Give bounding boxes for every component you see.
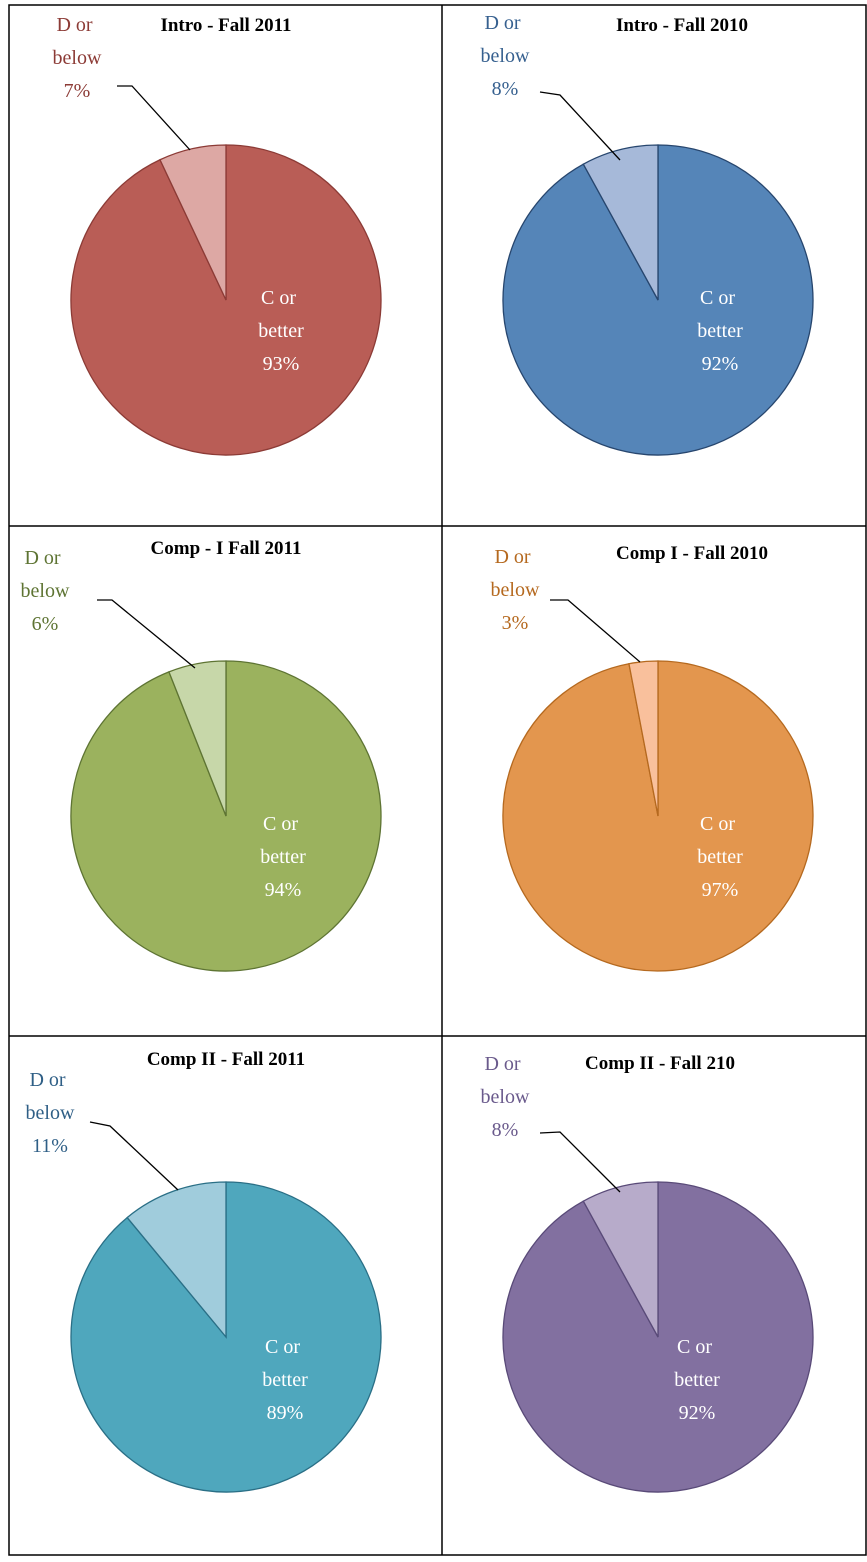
label-line: D or: [56, 14, 97, 36]
label-line: below: [53, 47, 102, 69]
label-line: C or: [700, 813, 740, 835]
slice-label-value: 97%: [702, 879, 739, 901]
slice-label-value: 8%: [492, 78, 519, 100]
pie: [70, 144, 382, 456]
label-line: below: [26, 1102, 75, 1124]
label-line: below: [491, 579, 540, 601]
pie: [502, 1181, 814, 1493]
pie-slice: [582, 144, 659, 301]
slice-label-category: D or below: [481, 12, 530, 67]
label-line: C or: [263, 813, 303, 835]
chart-title: Comp II - Fall 210: [585, 1053, 735, 1074]
slice-label-value: 89%: [267, 1402, 304, 1424]
leader-line: [89, 1121, 179, 1191]
leader-line: [97, 599, 196, 669]
slice-label-category: D or below: [21, 547, 70, 602]
slice-label-value: 94%: [265, 879, 302, 901]
leader-line: [117, 85, 191, 151]
pie-slice: [159, 144, 227, 301]
pie: [70, 660, 382, 972]
slice-label-category: D or below: [26, 1069, 75, 1124]
slice-label-category: C or better: [697, 287, 743, 342]
table-frame: [8, 4, 867, 1556]
chart-title: Comp II - Fall 2011: [147, 1049, 305, 1070]
label-line: D or: [484, 1053, 525, 1075]
label-line: C or: [677, 1336, 717, 1358]
slice-label-value: 3%: [502, 612, 529, 634]
pie: [502, 660, 814, 972]
label-line: below: [481, 1086, 530, 1108]
slice-label-category: C or better: [260, 813, 306, 868]
label-line: C or: [265, 1336, 305, 1358]
chart-title: Comp - I Fall 2011: [151, 538, 302, 559]
label-line: better: [262, 1369, 308, 1391]
slice-label-category: D or below: [481, 1053, 530, 1108]
label-line: better: [260, 846, 306, 868]
label-line: D or: [494, 546, 535, 568]
leader-line: [539, 1131, 621, 1193]
chart-title: Comp I - Fall 2010: [616, 543, 768, 564]
label-line: better: [697, 320, 743, 342]
slice-label-value: 7%: [64, 80, 91, 102]
slice-label-category: D or below: [491, 546, 540, 601]
slice-label-value: 8%: [492, 1119, 519, 1141]
slice-label-value: 11%: [32, 1135, 68, 1157]
slice-label-category: D or below: [53, 14, 102, 69]
label-line: D or: [484, 12, 525, 34]
pie-slice: [168, 660, 227, 817]
label-line: C or: [700, 287, 740, 309]
slice-label-value: 92%: [679, 1402, 716, 1424]
table-borders: [8, 4, 867, 1556]
label-line: better: [697, 846, 743, 868]
label-line: below: [481, 45, 530, 67]
pie-slice: [628, 660, 659, 817]
pie-slice: [126, 1181, 227, 1339]
slice-label-category: C or better: [697, 813, 743, 868]
pie: [70, 1181, 382, 1493]
leader-line: [550, 599, 641, 663]
pie-slice: [582, 1181, 659, 1338]
slice-label-category: C or better: [258, 287, 304, 342]
pie: [502, 144, 814, 456]
slice-label-value: 6%: [32, 613, 59, 635]
label-line: D or: [24, 547, 65, 569]
chart-title: Intro - Fall 2010: [616, 15, 748, 36]
label-line: better: [674, 1369, 720, 1391]
label-line: better: [258, 320, 304, 342]
chart-title: Intro - Fall 2011: [160, 15, 291, 36]
leader-line: [539, 91, 621, 161]
label-line: below: [21, 580, 70, 602]
slice-label-category: C or better: [262, 1336, 308, 1391]
slice-label-value: 92%: [702, 353, 739, 375]
slice-label-category: C or better: [674, 1336, 720, 1391]
slice-label-value: 93%: [263, 353, 300, 375]
label-line: D or: [29, 1069, 70, 1091]
label-line: C or: [261, 287, 301, 309]
